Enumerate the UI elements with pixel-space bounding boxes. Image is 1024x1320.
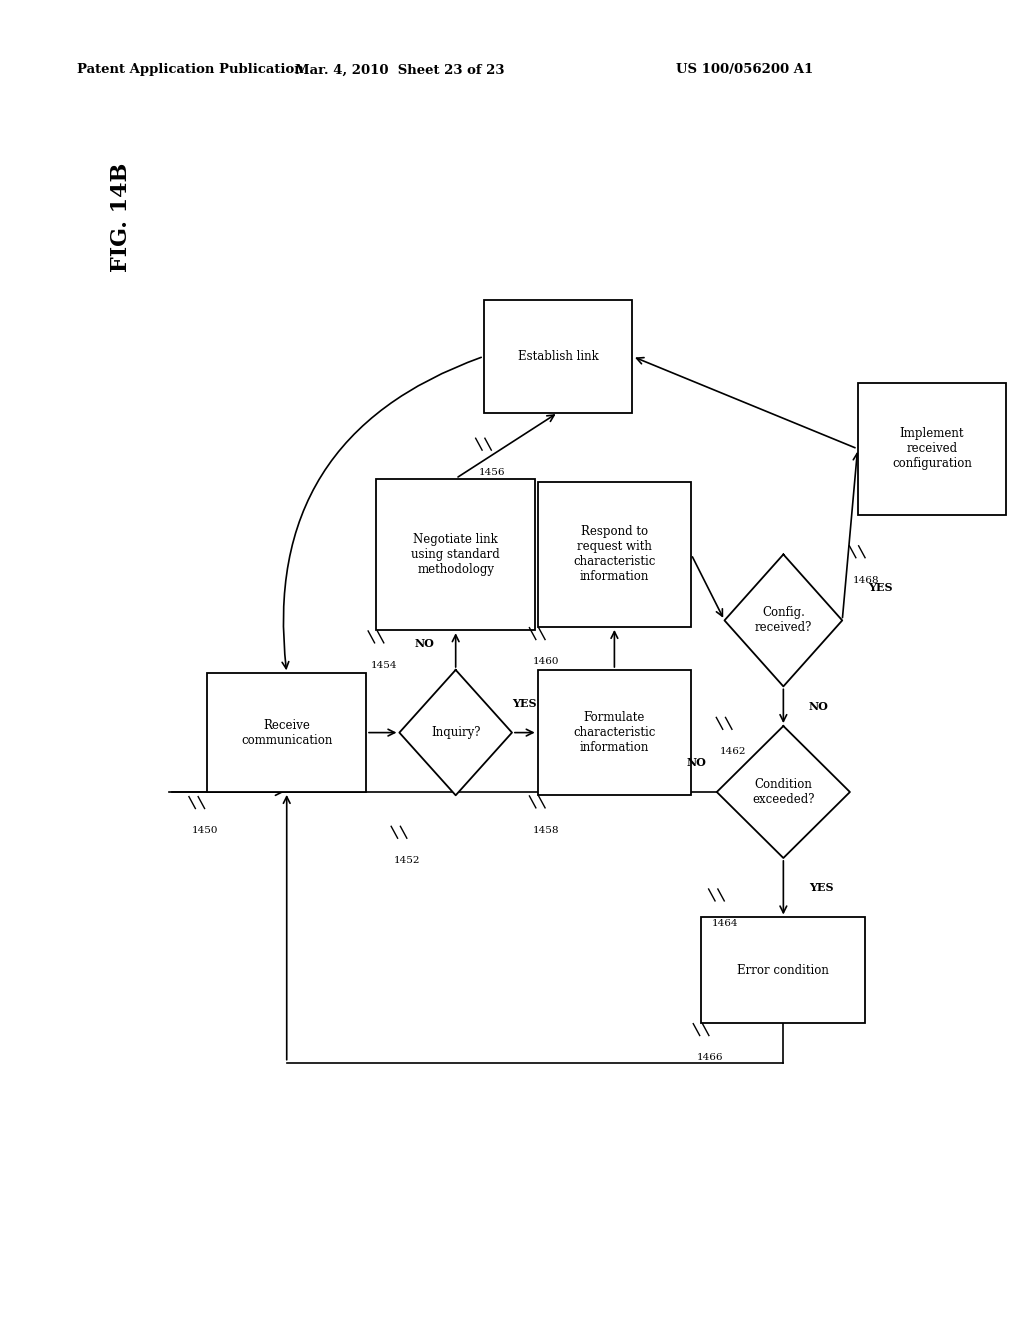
Polygon shape [717,726,850,858]
Text: Receive
communication: Receive communication [241,718,333,747]
Text: Respond to
request with
characteristic
information: Respond to request with characteristic i… [573,525,655,583]
Text: Condition
exceeded?: Condition exceeded? [752,777,815,807]
Text: Patent Application Publication: Patent Application Publication [77,63,303,77]
FancyBboxPatch shape [484,301,633,412]
FancyBboxPatch shape [538,482,691,627]
FancyBboxPatch shape [207,673,367,792]
Text: 1454: 1454 [371,661,397,669]
Text: Error condition: Error condition [737,964,829,977]
Text: Establish link: Establish link [518,350,598,363]
Text: Mar. 4, 2010  Sheet 23 of 23: Mar. 4, 2010 Sheet 23 of 23 [295,63,504,77]
FancyBboxPatch shape [701,917,865,1023]
FancyBboxPatch shape [377,479,535,631]
Text: NO: NO [809,701,828,711]
Text: 1460: 1460 [532,657,559,667]
Text: 1456: 1456 [479,469,505,477]
Text: YES: YES [809,882,834,894]
Text: Negotiate link
using standard
methodology: Negotiate link using standard methodolog… [412,533,500,576]
Text: US 100/056200 A1: US 100/056200 A1 [676,63,813,77]
Text: 1450: 1450 [193,826,218,836]
Text: 1468: 1468 [852,576,879,585]
FancyBboxPatch shape [858,383,1006,515]
Text: 1458: 1458 [532,826,559,834]
Text: 1466: 1466 [696,1053,723,1063]
Text: Implement
received
configuration: Implement received configuration [892,428,972,470]
Polygon shape [399,671,512,795]
Text: Config.
received?: Config. received? [755,606,812,635]
Text: 1464: 1464 [712,919,738,928]
Text: NO: NO [415,638,435,649]
FancyBboxPatch shape [538,671,691,795]
Text: YES: YES [868,582,892,593]
Text: 1462: 1462 [719,747,745,756]
Text: YES: YES [513,698,537,709]
Text: Inquiry?: Inquiry? [431,726,480,739]
Text: 1452: 1452 [394,857,421,865]
Text: Formulate
characteristic
information: Formulate characteristic information [573,711,655,754]
Polygon shape [725,554,842,686]
Text: NO: NO [687,758,707,768]
Text: FIG. 14B: FIG. 14B [110,164,132,272]
